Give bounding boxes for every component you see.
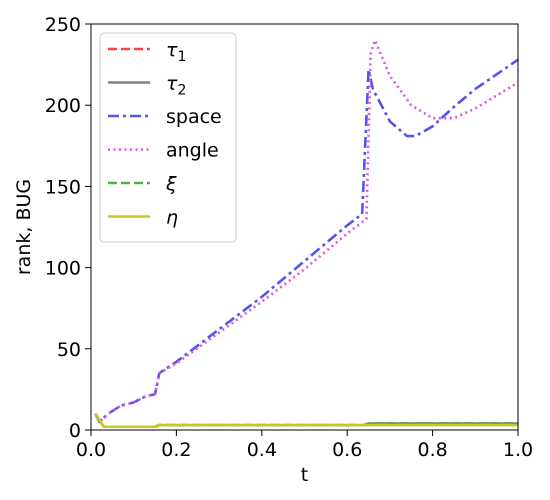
y-axis-label: rank, BUG [13,179,35,275]
y-tick-label: 250 [45,14,81,36]
legend-label: ξ [165,173,177,195]
legend-box [99,32,237,243]
legend-label: angle [166,140,219,162]
y-tick-label: 100 [45,258,81,280]
legend-label: τ2 [166,73,186,99]
y-tick-label: 50 [57,339,81,361]
series-line-4 [94,38,518,424]
x-axis-label: t [301,464,308,486]
series-line-3 [94,58,518,424]
legend: τ1 τ2 space angle ξη [99,32,237,243]
x-tick-label: 0.4 [247,439,277,461]
ticks-layer: 0.0 0.2 0.4 0.6 0.8 1.0 0 50 100 150 200 250 [45,14,533,461]
x-tick-label: 0.0 [76,439,106,461]
x-tick-label: 0.8 [417,439,447,461]
y-tick-label: 200 [45,95,81,117]
series-layer [94,38,518,429]
legend-label: η [166,207,178,229]
x-tick-label: 1.0 [503,439,533,461]
y-tick-label: 0 [69,420,81,442]
series-line-6 [94,413,518,429]
y-tick-label: 150 [45,176,81,198]
legend-label: space [166,106,222,128]
x-tick-label: 0.6 [332,439,362,461]
legend-label: τ1 [166,39,186,65]
x-tick-label: 0.2 [161,439,191,461]
plot-frame [90,23,519,431]
